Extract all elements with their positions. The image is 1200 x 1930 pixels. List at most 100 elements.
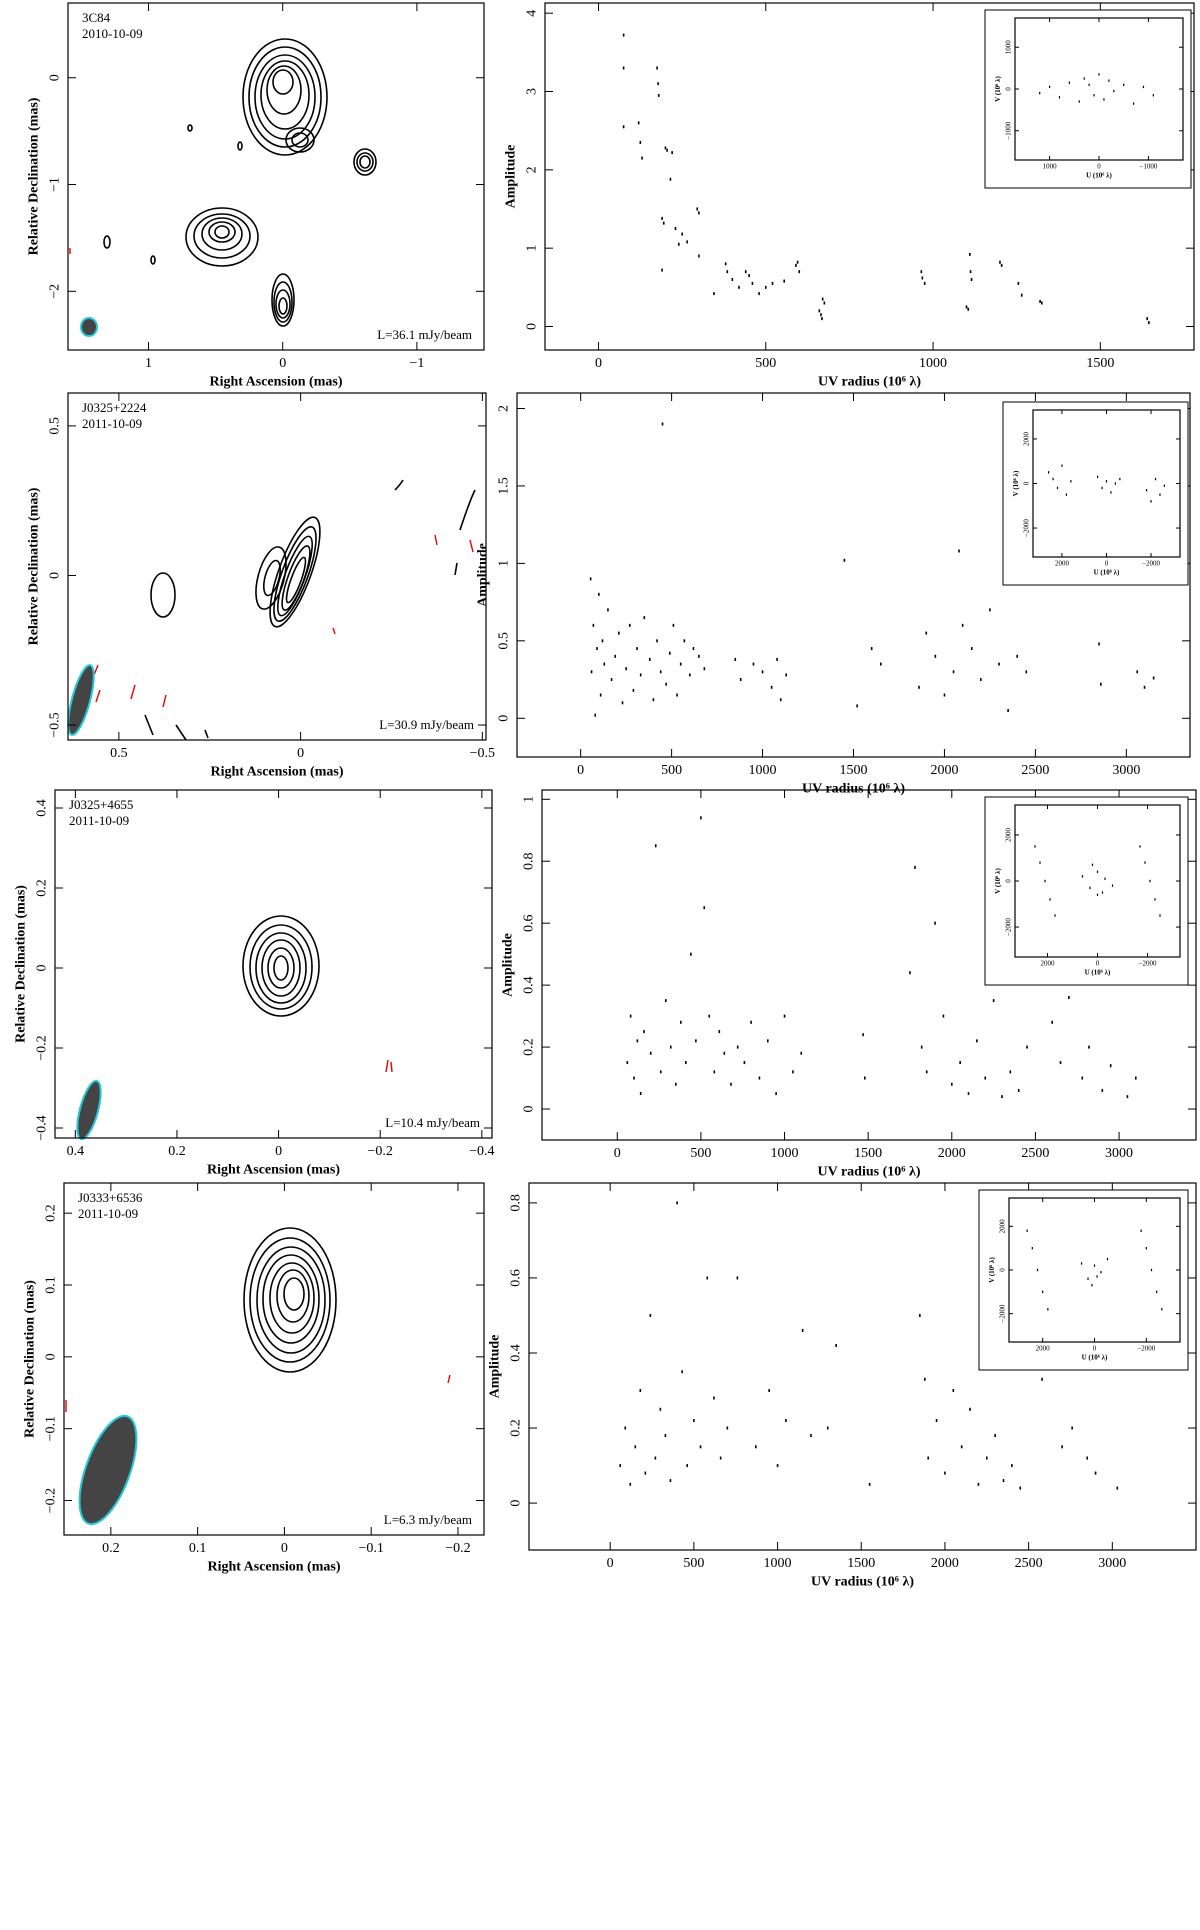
observation-date: 2011-10-09 [69, 813, 129, 828]
data-point [621, 701, 624, 705]
x-axis-label: UV radius (10⁶ λ) [818, 1164, 921, 1179]
data-point [669, 1045, 672, 1049]
data-point [695, 1039, 697, 1043]
data-point [944, 1471, 946, 1475]
data-point [672, 623, 675, 627]
data-point [643, 616, 646, 620]
y-tick-label: 4 [525, 10, 540, 17]
data-point [1040, 301, 1043, 305]
uv-point [1096, 475, 1099, 479]
data-point [654, 1456, 657, 1460]
uv-point [1161, 1308, 1163, 1311]
y-axis-label: V (10⁶ λ) [988, 1257, 996, 1283]
data-point [924, 1377, 926, 1381]
y-tick-label: −0.2 [35, 1035, 50, 1060]
data-point [969, 270, 972, 274]
uv-point [1087, 1277, 1089, 1280]
data-point [934, 921, 936, 925]
data-point [644, 1471, 647, 1475]
observation-date: 2011-10-09 [82, 416, 142, 431]
data-point [1086, 1456, 1089, 1460]
data-point [1017, 1088, 1020, 1092]
x-tick-label: 1500 [854, 1146, 882, 1161]
data-point [751, 281, 754, 285]
data-point [1068, 996, 1070, 1000]
data-point [1134, 1076, 1137, 1080]
data-point [1039, 299, 1041, 303]
x-tick-label: 2500 [1021, 1146, 1049, 1161]
data-point [999, 260, 1001, 264]
data-point [935, 1419, 938, 1423]
x-tick-label: 3000 [1112, 763, 1140, 778]
data-point [1002, 1479, 1005, 1483]
x-tick-label: 0 [607, 1556, 614, 1571]
x-tick-label: 0 [297, 746, 304, 761]
data-point [967, 307, 969, 311]
uv-point [1080, 1262, 1083, 1265]
data-point [629, 1014, 632, 1018]
x-tick-label: 1500 [847, 1556, 875, 1571]
data-point [914, 865, 916, 869]
data-point [661, 216, 663, 220]
data-point [821, 317, 823, 321]
x-tick-label: −0.2 [368, 1144, 393, 1159]
data-point [731, 278, 734, 282]
data-point [692, 647, 695, 651]
data-point [657, 93, 660, 97]
inset-frame [1014, 804, 1181, 958]
data-point [770, 685, 773, 689]
data-point [985, 1456, 988, 1460]
y-tick-label: 0 [998, 1268, 1006, 1272]
data-point [1094, 1471, 1097, 1475]
x-tick-label: 0 [279, 356, 286, 371]
data-point [771, 281, 774, 285]
y-tick-label: 0.4 [35, 799, 50, 817]
data-point [681, 1370, 683, 1374]
data-point [643, 1030, 645, 1034]
map-frame [67, 2, 485, 351]
data-point [1152, 676, 1155, 680]
x-tick-label: 0.2 [102, 1541, 120, 1556]
data-point [657, 82, 659, 86]
data-point [952, 1389, 955, 1393]
y-tick-label: 0.6 [509, 1269, 524, 1287]
uv-point [1093, 94, 1095, 97]
data-point [589, 577, 592, 581]
y-tick-label: 2000 [1004, 827, 1012, 842]
x-tick-label: 0 [1105, 560, 1109, 568]
uv-point [1047, 471, 1050, 474]
y-axis-label: V (10⁶ λ) [1012, 470, 1020, 496]
data-point [977, 1482, 980, 1486]
data-point [818, 309, 821, 313]
uv-point [1156, 1290, 1158, 1294]
y-tick-label: 0.2 [35, 879, 50, 897]
x-axis-label: Right Ascension (mas) [207, 1559, 340, 1574]
contour-level: L=36.1 mJy/beam [377, 327, 472, 342]
uv-point [1065, 493, 1068, 496]
data-point [864, 1076, 866, 1080]
data-point [970, 647, 973, 651]
data-point [798, 270, 801, 274]
x-tick-label: 3000 [1098, 1556, 1126, 1571]
data-point [775, 1092, 777, 1096]
x-tick-label: 0.1 [189, 1541, 207, 1556]
data-point [680, 1020, 682, 1024]
uv-point [1034, 845, 1036, 848]
y-tick-label: 0 [1022, 481, 1030, 485]
data-point [795, 263, 797, 267]
contours-j0325-2224 [67, 479, 476, 741]
x-tick-label: 1000 [1043, 163, 1058, 171]
data-point [698, 254, 700, 258]
uv-point [1150, 1268, 1153, 1272]
data-point [619, 1464, 622, 1468]
x-tick-label: 1500 [840, 763, 868, 778]
data-point [656, 639, 658, 643]
uv-point [1144, 861, 1146, 864]
data-point [666, 148, 668, 152]
uv-point [1154, 898, 1156, 901]
y-tick-label: −1000 [1004, 121, 1012, 139]
y-tick-label: 0.2 [509, 1419, 524, 1437]
y-tick-label: −1 [48, 177, 63, 192]
data-point [909, 971, 911, 975]
data-point [927, 1456, 929, 1460]
